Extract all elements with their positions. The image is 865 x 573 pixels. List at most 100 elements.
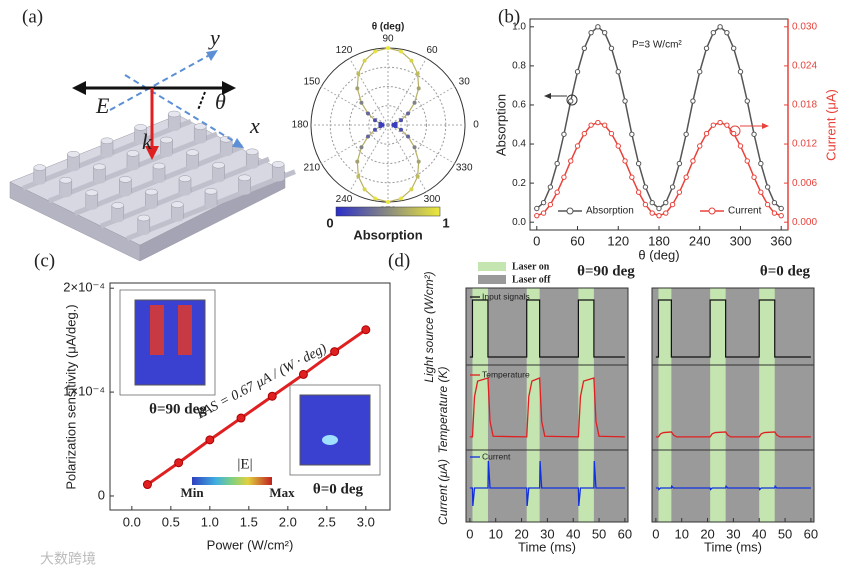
temperature-trace	[469, 377, 625, 438]
series-marker	[703, 45, 710, 52]
series-marker	[595, 24, 601, 30]
x-tick-label: 300	[730, 233, 752, 248]
series-marker	[649, 210, 655, 216]
y2-tick-label: 0.024	[792, 61, 817, 72]
polar-point	[415, 174, 420, 179]
series-marker	[669, 184, 676, 190]
x-tick-label: 30	[540, 526, 554, 541]
colorbar-label: Absorption	[353, 227, 422, 242]
legend-label: Laser on	[512, 261, 550, 272]
panel-title: θ=0 deg	[760, 263, 811, 279]
series-marker	[771, 199, 778, 206]
polar-point	[409, 187, 414, 192]
fit-line	[146, 328, 367, 486]
y2-tick-label: 0.006	[792, 178, 817, 189]
laser-off	[466, 288, 628, 522]
trace-name: Current	[482, 451, 511, 461]
series-marker	[568, 98, 574, 104]
angle-label: 120	[336, 45, 353, 56]
series-marker	[690, 98, 696, 104]
y-axis-label: Polarization sensitivity (μA/deg.)	[63, 304, 78, 489]
series-marker	[534, 205, 540, 212]
current-trace	[655, 484, 811, 491]
x-tick-label: 2.0	[279, 514, 297, 529]
x-tick-label: 3.0	[357, 514, 375, 529]
pillar-top	[238, 174, 251, 182]
series-marker	[758, 160, 764, 167]
laser-on	[578, 288, 594, 522]
series-line	[536, 121, 782, 217]
series-marker	[642, 201, 649, 208]
panel-label: (b)	[498, 6, 520, 27]
trace-name: Input signals	[482, 291, 530, 301]
pillar-base	[111, 216, 124, 223]
polar-point	[416, 86, 421, 91]
pillar-top	[145, 188, 158, 196]
polar-point	[359, 145, 364, 150]
inset-hot	[150, 305, 164, 355]
inset-field	[134, 299, 206, 386]
series-marker	[615, 143, 621, 149]
x-tick-label: 50	[778, 526, 792, 541]
pillar-base	[67, 165, 80, 172]
x-tick-label: 0.0	[123, 514, 141, 529]
watermark: 大数跨境	[40, 551, 96, 567]
pillar-top	[171, 201, 184, 208]
series-marker	[663, 199, 669, 206]
y-tick-label: 0.2	[512, 178, 526, 189]
polar-point	[386, 200, 390, 204]
data-point	[267, 391, 277, 401]
angle-label: 30	[459, 77, 471, 88]
arrowhead	[762, 123, 769, 129]
polar-point	[356, 71, 361, 76]
series-marker	[561, 174, 567, 180]
polar-point	[372, 127, 377, 132]
series-marker	[629, 174, 635, 180]
schematic-label: y	[208, 25, 220, 50]
y-tick-label: 0	[98, 487, 105, 502]
x-tick-label: 40	[752, 526, 766, 541]
laser-on	[658, 288, 672, 522]
polar-point	[372, 118, 377, 123]
x-tick-label: 1.0	[201, 514, 219, 529]
pillar-base	[127, 164, 139, 171]
polar-point	[398, 196, 403, 201]
pillar-base	[59, 191, 72, 198]
y2-axis-label: Current (μA)	[823, 89, 838, 161]
data-point	[174, 458, 184, 468]
data-point	[205, 435, 215, 445]
polar-point	[378, 124, 383, 129]
series-marker	[622, 98, 628, 104]
polar-ring	[349, 86, 427, 164]
series-marker	[724, 29, 730, 36]
colorbar-tick: 0	[326, 215, 333, 230]
pillar-top	[126, 150, 140, 157]
series-marker	[676, 189, 683, 195]
polar-point	[355, 86, 360, 91]
pillar-base	[119, 190, 132, 197]
pillar-base	[212, 176, 225, 183]
series-line	[536, 25, 782, 210]
arrowhead	[544, 93, 551, 99]
inset-hot	[178, 305, 192, 355]
y-tick-label: 0.8	[512, 61, 526, 72]
pillar-base	[205, 202, 217, 209]
polar-point	[398, 49, 403, 54]
series-marker	[683, 131, 689, 137]
x-tick-label: 120	[607, 233, 629, 248]
series-marker	[622, 158, 628, 164]
series-marker	[771, 210, 778, 216]
x-tick-label: 240	[689, 233, 711, 248]
pillar-base	[85, 203, 98, 210]
pillar-top	[204, 187, 218, 195]
angle-label: 0	[473, 120, 479, 131]
series-marker	[703, 130, 710, 137]
polar-title: θ (deg)	[372, 22, 405, 33]
pillar-top	[85, 189, 99, 197]
polar-point	[373, 49, 378, 54]
pillar-top	[93, 163, 106, 171]
arrowhead	[232, 138, 244, 148]
laser-off	[652, 288, 814, 522]
series-marker	[656, 212, 662, 219]
y-tick-label: 1.0	[512, 21, 526, 32]
